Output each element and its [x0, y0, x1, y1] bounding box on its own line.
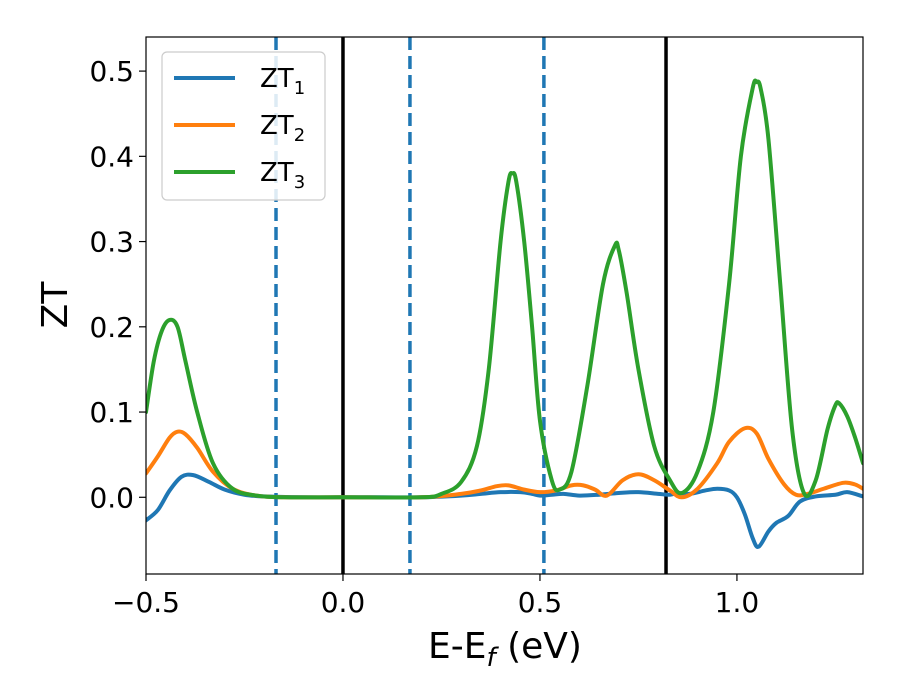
y-tick-label: 0.5 — [89, 55, 134, 88]
y-tick-label: 0.1 — [89, 396, 134, 429]
x-tick-label: 0.0 — [321, 586, 366, 619]
y-tick-label: 0.0 — [89, 481, 134, 514]
x-tick-label: 0.5 — [518, 586, 563, 619]
x-tick-label: 1.0 — [715, 586, 760, 619]
series-line-zt3 — [146, 78, 863, 500]
plot-frame — [145, 36, 864, 575]
y-tick-label: 0.4 — [89, 140, 134, 173]
y-tick-label: 0.3 — [89, 226, 134, 259]
x-axis-label: E-Ef (eV) — [428, 626, 582, 673]
y-tick-label: 0.2 — [89, 311, 134, 344]
x-axis-label-unit: (eV) — [496, 626, 582, 667]
legend-label-zt2: ZT2 — [260, 111, 305, 146]
legend-label-zt3: ZT3 — [260, 158, 305, 193]
x-tick-label: −0.5 — [112, 586, 180, 619]
legend-label-zt1: ZT1 — [260, 64, 305, 99]
legend-box — [161, 51, 326, 201]
y-axis-label: ZT — [35, 281, 76, 329]
legend: ZT1 ZT2 ZT3 — [161, 51, 326, 201]
